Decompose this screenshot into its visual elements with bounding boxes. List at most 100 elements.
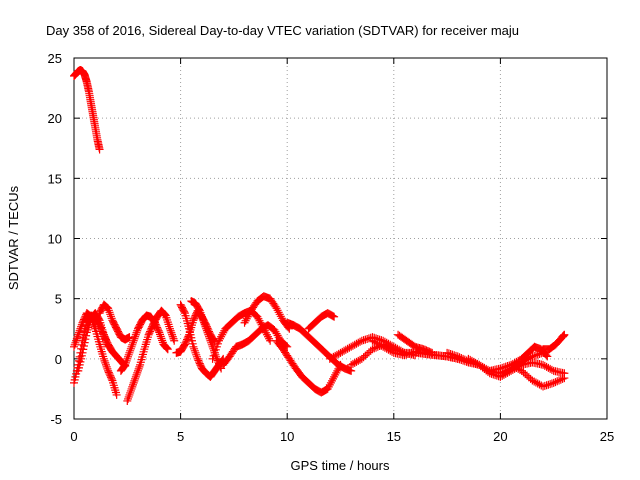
data-point bbox=[558, 374, 567, 383]
data-point bbox=[496, 372, 505, 381]
data-point bbox=[71, 338, 80, 347]
y-axis-label: SDTVAR / TECUs bbox=[6, 185, 21, 290]
data-point bbox=[74, 330, 83, 339]
data-point bbox=[100, 356, 109, 365]
data-point bbox=[100, 332, 109, 341]
data-point bbox=[216, 334, 225, 343]
data-point bbox=[197, 310, 206, 319]
data-point bbox=[131, 372, 140, 381]
data-point bbox=[444, 349, 453, 358]
data-point bbox=[241, 316, 250, 325]
data-point bbox=[540, 361, 549, 370]
data-point bbox=[517, 354, 526, 363]
data-point bbox=[203, 328, 212, 337]
data-point bbox=[195, 306, 204, 315]
data-point bbox=[333, 366, 342, 375]
data-point bbox=[254, 314, 263, 323]
data-point bbox=[166, 326, 175, 335]
data-point bbox=[546, 364, 555, 373]
data-point bbox=[356, 337, 365, 346]
data-point bbox=[122, 356, 131, 365]
data-point bbox=[451, 351, 460, 360]
data-point bbox=[132, 370, 141, 379]
data-point bbox=[127, 384, 136, 393]
data-point bbox=[129, 336, 138, 345]
data-point bbox=[272, 304, 281, 313]
data-point bbox=[265, 334, 274, 343]
data-point bbox=[72, 336, 81, 345]
data-point bbox=[79, 341, 88, 350]
data-point bbox=[81, 335, 90, 344]
data-point bbox=[189, 342, 198, 351]
data-point bbox=[514, 364, 523, 373]
data-point bbox=[380, 343, 389, 352]
data-point bbox=[155, 328, 164, 337]
data-point bbox=[377, 341, 386, 350]
data-point bbox=[168, 330, 177, 339]
data-point bbox=[501, 369, 510, 378]
data-point bbox=[543, 352, 552, 361]
axis-ticks: 0 5 10 15 20 25 -5 0 5 10 15 20 25 bbox=[48, 51, 615, 444]
data-point bbox=[134, 364, 143, 373]
data-point bbox=[274, 308, 283, 317]
data-point bbox=[205, 334, 214, 343]
data-point bbox=[375, 340, 384, 349]
data-point bbox=[73, 332, 82, 341]
data-point bbox=[240, 318, 249, 327]
data-point bbox=[329, 352, 338, 361]
data-point bbox=[104, 342, 113, 351]
data-point bbox=[126, 388, 135, 397]
data-point bbox=[510, 358, 519, 367]
data-point bbox=[128, 380, 137, 389]
data-point bbox=[457, 354, 466, 363]
data-point bbox=[530, 351, 539, 360]
data-point bbox=[467, 356, 476, 365]
y-tick-label: 0 bbox=[55, 352, 62, 367]
data-point bbox=[332, 350, 341, 359]
data-point bbox=[75, 326, 84, 335]
data-point bbox=[549, 378, 558, 387]
data-point bbox=[352, 339, 361, 348]
series-arc-s bbox=[394, 330, 437, 357]
data-point bbox=[455, 353, 464, 362]
data-point bbox=[368, 345, 377, 354]
data-point bbox=[133, 326, 142, 335]
data-point bbox=[515, 355, 524, 364]
data-point bbox=[201, 322, 210, 331]
data-point bbox=[555, 376, 564, 385]
data-point bbox=[326, 378, 335, 387]
data-point bbox=[167, 328, 176, 337]
data-point bbox=[373, 339, 382, 348]
data-point bbox=[407, 348, 416, 357]
data-point bbox=[156, 332, 165, 341]
data-point bbox=[197, 312, 206, 321]
data-point bbox=[78, 348, 87, 357]
data-point bbox=[331, 370, 340, 379]
data-point bbox=[190, 344, 199, 353]
data-point bbox=[496, 364, 505, 373]
x-axis-label: GPS time / hours bbox=[291, 458, 390, 473]
data-point bbox=[101, 336, 110, 345]
data-point bbox=[125, 348, 134, 357]
y-tick-label: 5 bbox=[55, 292, 62, 307]
data-point bbox=[499, 370, 508, 379]
data-point bbox=[70, 340, 79, 349]
data-point bbox=[330, 312, 339, 321]
data-point bbox=[128, 340, 137, 349]
data-point bbox=[168, 332, 177, 341]
data-point bbox=[196, 308, 205, 317]
y-tick-label: 10 bbox=[48, 232, 62, 247]
data-point bbox=[219, 328, 228, 337]
data-point bbox=[329, 374, 338, 383]
data-point bbox=[327, 353, 336, 362]
data-point bbox=[530, 377, 539, 386]
data-point bbox=[350, 358, 359, 367]
data-point bbox=[464, 354, 473, 363]
data-point bbox=[514, 356, 523, 365]
data-point bbox=[104, 304, 113, 313]
data-point bbox=[348, 341, 357, 350]
data-point bbox=[329, 312, 338, 321]
data-point bbox=[544, 380, 553, 389]
data-point bbox=[542, 381, 551, 390]
data-point bbox=[124, 350, 133, 359]
